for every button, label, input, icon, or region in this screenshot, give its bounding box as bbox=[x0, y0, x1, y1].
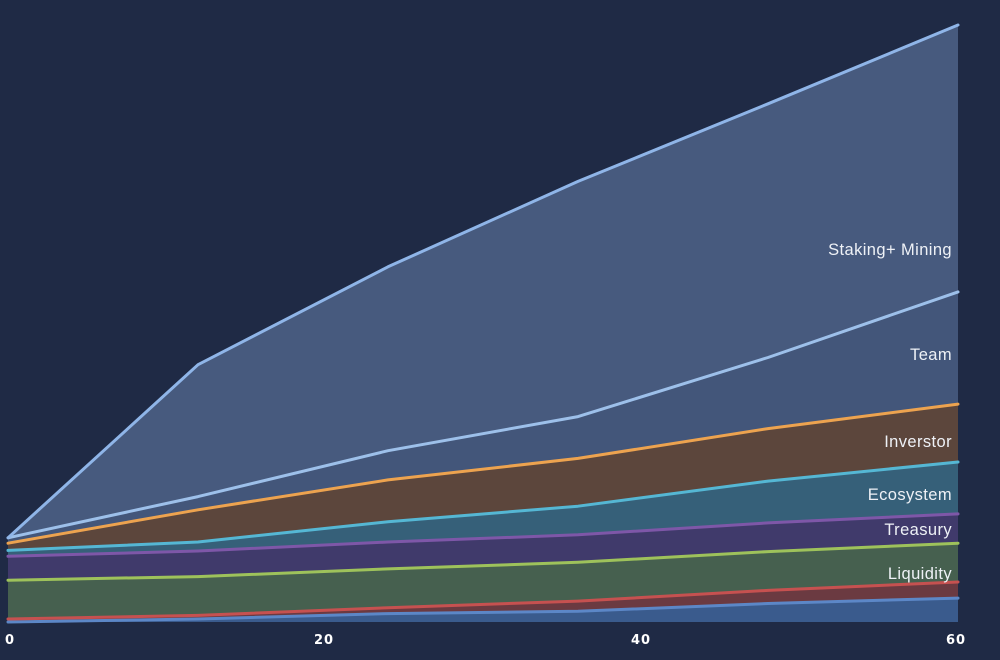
series-label-staking-mining: Staking+ Mining bbox=[828, 241, 952, 259]
series-label-liquidity: Liquidity bbox=[887, 565, 952, 583]
x-axis-tick-0: 0 bbox=[4, 633, 16, 648]
series-label-treasury: Treasury bbox=[884, 521, 952, 539]
series-area-band1 bbox=[8, 598, 958, 622]
series-line-team bbox=[6, 290, 960, 540]
series-line-band2 bbox=[6, 580, 960, 621]
series-label-ecosystem: Ecosystem bbox=[867, 486, 952, 504]
series-line-investor bbox=[6, 402, 960, 545]
series-area-liquidity bbox=[8, 543, 958, 619]
series-label-team: Team bbox=[910, 346, 952, 364]
x-axis-tick-40: 40 bbox=[630, 633, 652, 648]
series-line-band1 bbox=[6, 596, 960, 624]
x-axis-tick-20: 20 bbox=[313, 633, 335, 648]
series-line-liquidity bbox=[6, 541, 960, 582]
x-axis-tick-60: 60 bbox=[945, 633, 967, 648]
series-label-investor: Inverstor bbox=[884, 433, 952, 451]
series-line-staking_mining bbox=[6, 23, 960, 540]
series-area-investor bbox=[8, 404, 958, 551]
series-line-treasury bbox=[6, 512, 960, 558]
series-area-treasury bbox=[8, 513, 958, 581]
series-area-staking_mining bbox=[8, 25, 958, 538]
series-line-ecosystem bbox=[6, 460, 960, 552]
